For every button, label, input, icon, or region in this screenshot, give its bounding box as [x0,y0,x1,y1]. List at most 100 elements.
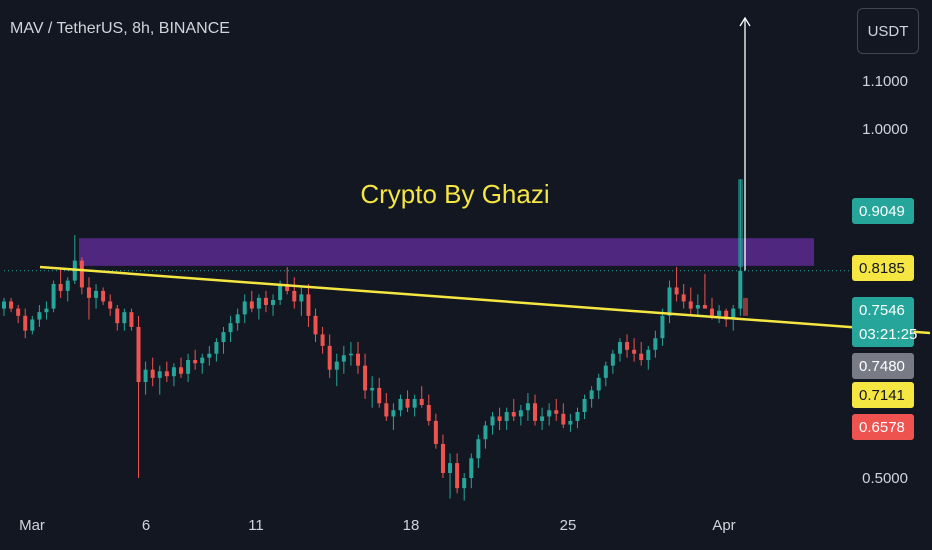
candle-body [724,310,729,320]
candle [497,407,502,431]
candle [115,304,120,331]
projection-stop-bar [743,297,748,316]
candle [228,315,233,343]
candle-body [596,377,601,391]
candle-body [426,405,431,421]
candle [582,394,587,420]
candle [65,277,70,302]
candle-body [249,301,254,309]
candle [377,377,382,408]
price-label-bg [852,414,914,440]
candle-body [667,287,672,316]
candle [625,334,630,358]
candle-body [292,290,297,302]
trendline[interactable] [39,265,931,335]
candle [193,349,198,370]
candle-body [398,398,403,411]
candle [568,413,573,432]
price-label-text: 0.6578 [859,419,905,436]
candle-body [235,314,240,324]
candle [58,267,63,298]
candle-body [440,443,445,473]
candle [79,257,84,295]
x-axis-tick-label: 25 [560,517,577,534]
currency-selector-button[interactable]: USDT [857,8,919,54]
candle [356,342,360,374]
x-axis-tick-label: 18 [403,517,420,534]
candle-body [334,361,339,370]
candle-body [518,410,523,417]
candle-body [476,439,481,459]
candle [16,304,21,324]
candle-body [179,367,183,374]
candle [391,403,396,431]
candle [681,284,686,309]
chart-title: MAV / TetherUS, 8h, BINANCE [10,20,230,37]
price-label-text: 0.8185 [859,260,905,277]
candle [653,330,658,358]
candle-body [9,301,14,309]
y-axis-tick-label: 0.5000 [862,470,908,487]
candle [405,390,410,413]
candle-body [356,353,360,366]
candle [320,326,325,354]
candle [292,277,297,309]
candle [108,294,113,316]
candle-body [646,349,651,361]
candle-body [391,410,396,417]
price-label: 0.6578 [852,414,914,440]
candle-body [710,308,714,316]
candle-body [271,300,276,305]
candle-body [129,312,134,327]
price-label-bg [852,255,914,281]
candle-body [278,284,283,301]
candle [285,267,290,295]
candle-body [681,294,686,302]
candle-body [37,312,42,320]
candle-body [16,308,21,316]
candle [51,280,56,313]
candle-body [285,284,290,291]
candle [469,453,474,489]
candle-body [157,371,162,378]
candle [242,294,247,324]
candle-body [582,398,587,413]
y-axis-tick-label: 1.1000 [862,73,908,90]
candle [561,403,566,429]
candle [327,334,332,378]
candle [610,349,615,374]
candle-body [483,425,488,440]
candle [639,342,644,366]
candle-body [469,458,474,478]
candle [249,290,254,313]
candle-body [448,463,453,473]
candle-body [171,367,176,377]
candle [129,308,134,331]
candle-body [377,387,382,404]
candle [150,357,155,387]
candle [646,345,651,370]
candle [2,297,6,316]
candle-body [674,287,679,295]
candle [603,361,608,387]
candle-body [136,326,141,383]
candle [511,398,516,421]
candle [94,284,99,309]
candle-body [547,410,552,417]
candle [23,308,28,339]
candle-body [695,304,700,309]
candle [136,315,141,478]
candle [334,353,339,387]
candle [540,407,545,431]
projection-arrow-head [739,16,751,27]
candle [157,365,162,395]
candle [9,297,14,313]
y-axis-tick-label: 1.0000 [862,121,908,138]
candle-body [306,294,311,316]
candle-body [58,284,63,291]
candle [313,308,318,343]
x-axis-tick-label: 6 [142,517,150,534]
candle [101,287,106,305]
candle-body [660,315,665,339]
